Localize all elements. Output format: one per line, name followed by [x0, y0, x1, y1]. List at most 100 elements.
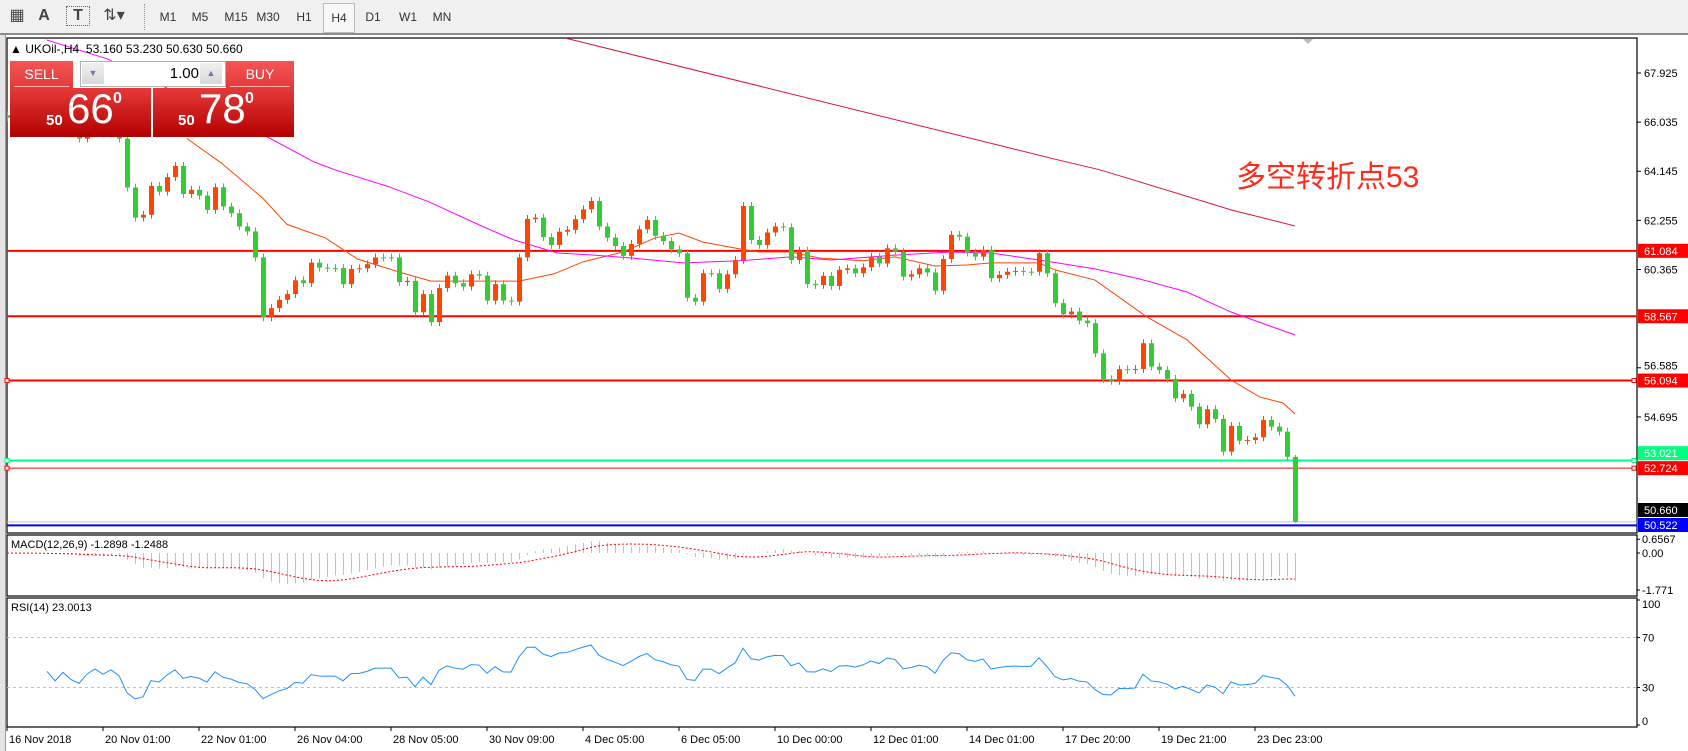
time-label: 16 Nov 2018	[9, 734, 71, 746]
candle	[1221, 418, 1226, 452]
candle	[741, 205, 746, 261]
lot-size-input[interactable]: 1.00	[169, 65, 199, 82]
timeframe-h4[interactable]: H4	[323, 3, 355, 33]
candle	[429, 294, 434, 323]
timeframe-h1[interactable]: H1	[296, 10, 312, 24]
candle	[133, 187, 138, 218]
buy-button[interactable]: BUY	[226, 61, 294, 88]
candle	[1189, 393, 1194, 407]
candle	[381, 257, 386, 259]
chart-text-annotation[interactable]: 多空转折点53	[1236, 161, 1420, 194]
candle	[205, 195, 210, 210]
time-label: 14 Dec 01:00	[969, 734, 1034, 746]
candle	[949, 234, 954, 259]
arrows-dropdown-icon[interactable]: ⇅▾	[103, 7, 125, 24]
time-label: 22 Nov 01:00	[201, 734, 266, 746]
candle	[677, 249, 682, 254]
candle	[533, 217, 538, 219]
candle	[1213, 409, 1218, 419]
timeframe-m5[interactable]: M5	[191, 10, 209, 24]
lot-size-stepper[interactable]: ▼ 1.00 ▲	[80, 61, 226, 87]
macd-signal-line	[6, 543, 1296, 582]
candle	[901, 251, 906, 277]
sell-price-prefix: 50	[46, 112, 63, 129]
candle	[669, 241, 674, 250]
candle	[317, 262, 322, 268]
price-label: 50.660	[1644, 505, 1678, 517]
macd-tick-label: -1.771	[1642, 585, 1673, 597]
candle	[1093, 323, 1098, 354]
candle	[997, 274, 1002, 279]
candle	[789, 227, 794, 261]
candle	[141, 214, 146, 218]
candle	[909, 274, 914, 277]
candle	[253, 231, 258, 258]
macd-title: MACD(12,26,9) -1.2898 -1.2488	[11, 539, 168, 551]
rsi-pane	[6, 597, 1638, 728]
lot-increase-button[interactable]: ▲	[200, 63, 222, 84]
sell-label: SELL	[14, 61, 69, 87]
period-separator-grid-icon[interactable]: ▦	[9, 7, 25, 24]
timeframe-d1[interactable]: D1	[365, 10, 381, 24]
text-box-icon[interactable]: T	[66, 6, 90, 26]
candle	[1157, 366, 1162, 370]
candle	[501, 284, 506, 301]
lot-decrease-button[interactable]: ▼	[82, 63, 104, 84]
time-label: 12 Dec 01:00	[873, 734, 938, 746]
line-anchor-handle	[4, 457, 10, 463]
symbol-header: ▲ UKOil-,H4 53.160 53.230 50.630 50.660	[10, 42, 243, 56]
candle	[1277, 426, 1282, 432]
one-click-trade-panel: SELL ▼ 1.00 ▲ BUY 50 66 0 50 78 0	[10, 61, 294, 137]
timeframe-m15[interactable]: M15	[224, 10, 248, 24]
candle	[549, 237, 554, 245]
candle	[1237, 425, 1242, 441]
candle	[309, 262, 314, 284]
timeframe-w1[interactable]: W1	[399, 10, 417, 24]
buy-price-button[interactable]: 50 78 0	[153, 85, 294, 137]
candle	[373, 257, 378, 265]
timeframe-m30[interactable]: M30	[256, 10, 280, 24]
rsi-title: RSI(14) 23.0013	[11, 602, 92, 614]
toolbar-separator	[144, 4, 147, 30]
candle	[149, 185, 154, 215]
horizontal-lines	[7, 249, 1637, 527]
line-anchor-handle	[4, 378, 10, 384]
line-anchor-handle	[1631, 457, 1637, 463]
candle	[765, 232, 770, 245]
candle	[1053, 273, 1058, 304]
timeframe-mn[interactable]: MN	[432, 10, 452, 24]
candle	[357, 268, 362, 270]
buy-price-pips: 78	[199, 85, 246, 132]
candle	[7, 115, 10, 118]
candle	[277, 299, 282, 309]
line-anchor-handle	[1631, 378, 1637, 384]
price-tick-label: 60.365	[1644, 265, 1678, 277]
candle	[477, 274, 482, 276]
candle	[1037, 253, 1042, 272]
price-label-box	[1638, 373, 1688, 388]
timeframe-m1[interactable]: M1	[159, 10, 177, 24]
time-label: 30 Nov 09:00	[489, 734, 554, 746]
candle	[1109, 379, 1114, 381]
candle	[701, 273, 706, 302]
time-label: 23 Dec 23:00	[1257, 734, 1322, 746]
candle	[717, 273, 722, 289]
candle	[1261, 419, 1266, 438]
candle	[581, 209, 586, 220]
candle	[541, 217, 546, 238]
sell-button[interactable]: SELL	[10, 61, 73, 88]
candle	[709, 273, 714, 275]
rsi-tick-label: 0	[1642, 716, 1648, 728]
candle	[941, 258, 946, 291]
candle	[173, 165, 178, 178]
price-tick-label: 62.255	[1644, 215, 1678, 227]
sell-price-button[interactable]: 50 66 0	[10, 85, 151, 137]
candle	[453, 275, 458, 284]
candle	[589, 201, 594, 210]
candle	[877, 256, 882, 264]
time-label: 28 Nov 05:00	[393, 734, 458, 746]
text-label-icon[interactable]: A	[38, 7, 50, 24]
candle	[1269, 419, 1274, 427]
candle	[869, 256, 874, 268]
candle	[565, 229, 570, 232]
